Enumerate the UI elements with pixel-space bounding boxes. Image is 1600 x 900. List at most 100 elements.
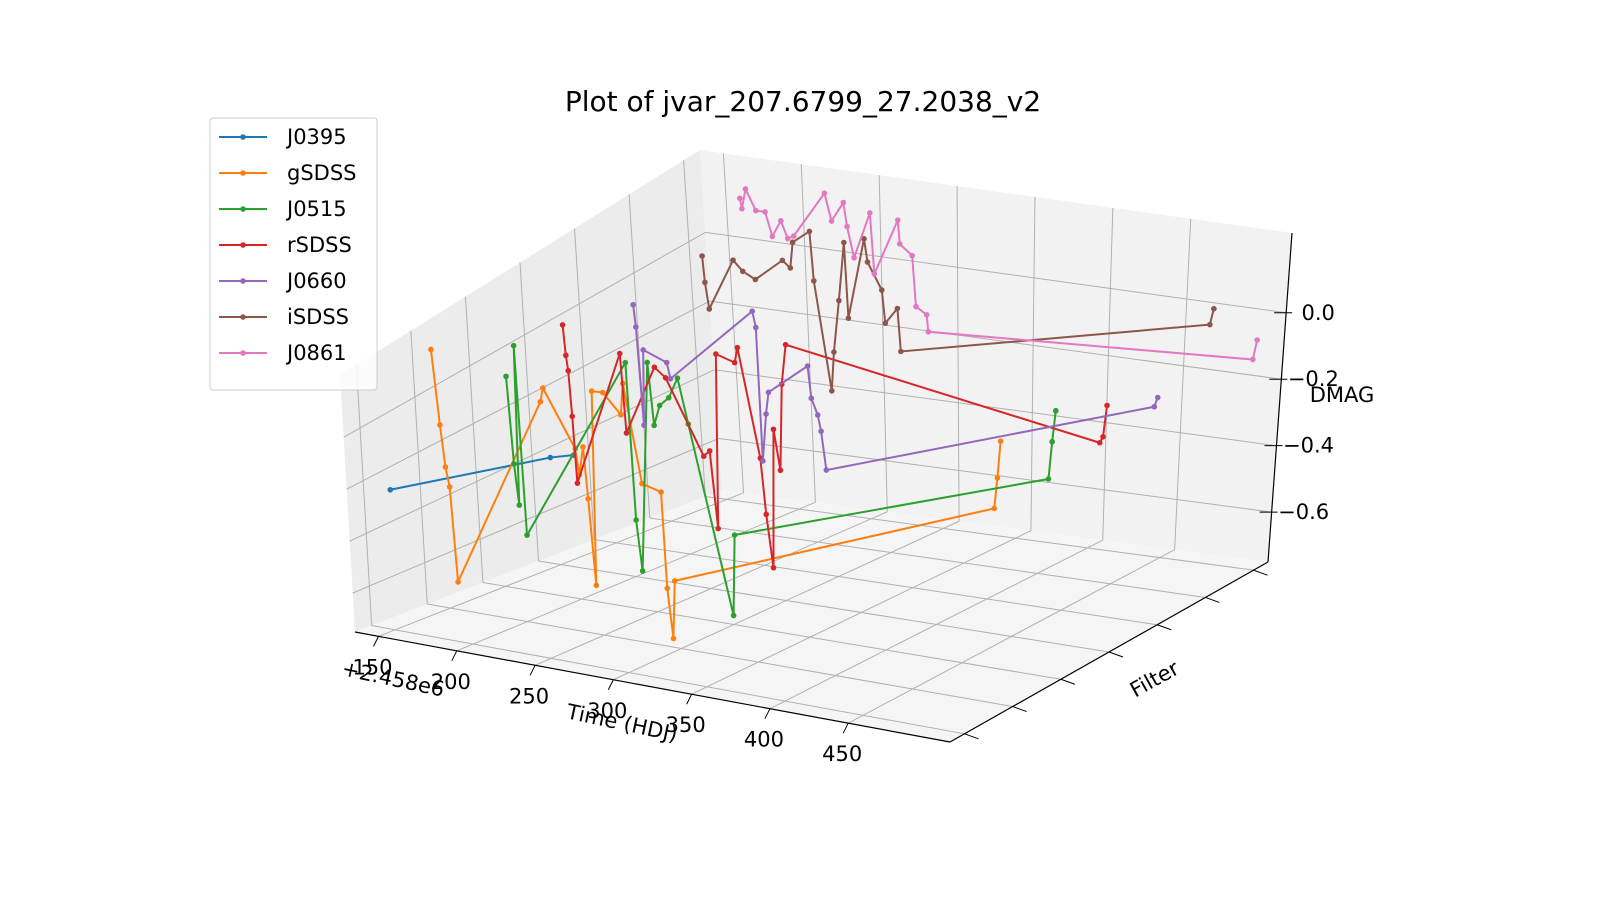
z-axis (1267, 232, 1293, 563)
point (913, 303, 919, 310)
point (665, 394, 672, 401)
x-tick (607, 679, 614, 690)
y-tick (964, 733, 979, 740)
grid-line (371, 625, 965, 735)
point (871, 271, 878, 277)
point (894, 217, 901, 223)
point (737, 195, 743, 202)
y-tick (1253, 569, 1268, 576)
point (841, 239, 847, 246)
point (808, 395, 815, 402)
point (559, 322, 566, 328)
point (804, 363, 811, 369)
point (510, 342, 517, 349)
x-tick-label: 150 (352, 655, 392, 679)
legend-label: J0515 (285, 197, 347, 221)
legend-label: J0660 (285, 269, 347, 293)
grid-line (594, 538, 1158, 626)
point (706, 306, 713, 312)
point (778, 217, 784, 224)
point (640, 347, 646, 353)
point (670, 635, 677, 642)
grid-line (538, 560, 1110, 653)
x-tick-label: 350 (666, 713, 706, 737)
point (789, 239, 796, 246)
point (845, 315, 852, 321)
point (779, 257, 786, 264)
point (811, 278, 817, 284)
pane-back (700, 150, 1292, 562)
point (765, 389, 772, 396)
point (1254, 337, 1260, 343)
grid-line (1030, 196, 1036, 531)
legend-marker (240, 134, 246, 140)
legend-label: iSDSS (287, 305, 349, 329)
point (524, 532, 530, 538)
point (909, 252, 916, 259)
z-axis-label: DMAG (1310, 383, 1375, 407)
legend-marker (240, 242, 246, 248)
point (994, 475, 1001, 481)
legend-label: rSDSS (287, 233, 352, 257)
point (753, 324, 759, 331)
point (894, 305, 901, 312)
point (428, 346, 434, 353)
point (925, 328, 932, 335)
point (563, 352, 569, 359)
point (1104, 402, 1110, 409)
point (806, 228, 813, 235)
point (503, 373, 509, 380)
point (663, 359, 670, 366)
point (991, 505, 998, 512)
x-tick (764, 708, 771, 719)
point (782, 341, 789, 348)
x-tick-label: 200 (431, 670, 471, 694)
point (580, 444, 586, 450)
point (706, 448, 713, 454)
point (762, 209, 768, 215)
legend-marker (240, 314, 246, 320)
x-tick (686, 694, 693, 705)
grid-line (519, 262, 539, 562)
point (446, 484, 453, 490)
point (878, 287, 885, 293)
point (851, 254, 857, 261)
point (790, 233, 797, 239)
x-tick (529, 665, 536, 676)
point (1045, 476, 1052, 482)
point (656, 402, 663, 409)
grid-line (683, 160, 706, 497)
grid-line (718, 437, 1272, 513)
point (1052, 407, 1059, 414)
grid-line (574, 228, 595, 540)
grid-line (878, 175, 888, 512)
point (731, 532, 738, 538)
point (760, 458, 766, 464)
point (623, 430, 630, 436)
point (731, 359, 738, 366)
point (511, 461, 517, 467)
x-tick-label: 300 (587, 699, 627, 723)
point (667, 375, 674, 382)
y-tick (1157, 624, 1172, 631)
point (658, 489, 664, 495)
point (821, 190, 828, 196)
x-tick-label: 250 (509, 684, 549, 708)
point (739, 268, 746, 275)
point (831, 349, 837, 355)
point (644, 359, 651, 366)
point (844, 223, 850, 230)
grid-line (714, 369, 1277, 447)
grid-line (1174, 218, 1192, 550)
point (923, 311, 930, 318)
point (882, 320, 889, 327)
grid-line (352, 438, 719, 594)
point (547, 454, 554, 461)
point (867, 210, 873, 216)
grid-line (722, 153, 745, 493)
grid-line (343, 231, 706, 438)
point (752, 276, 759, 283)
point (734, 344, 741, 351)
y-tick (1012, 706, 1027, 713)
